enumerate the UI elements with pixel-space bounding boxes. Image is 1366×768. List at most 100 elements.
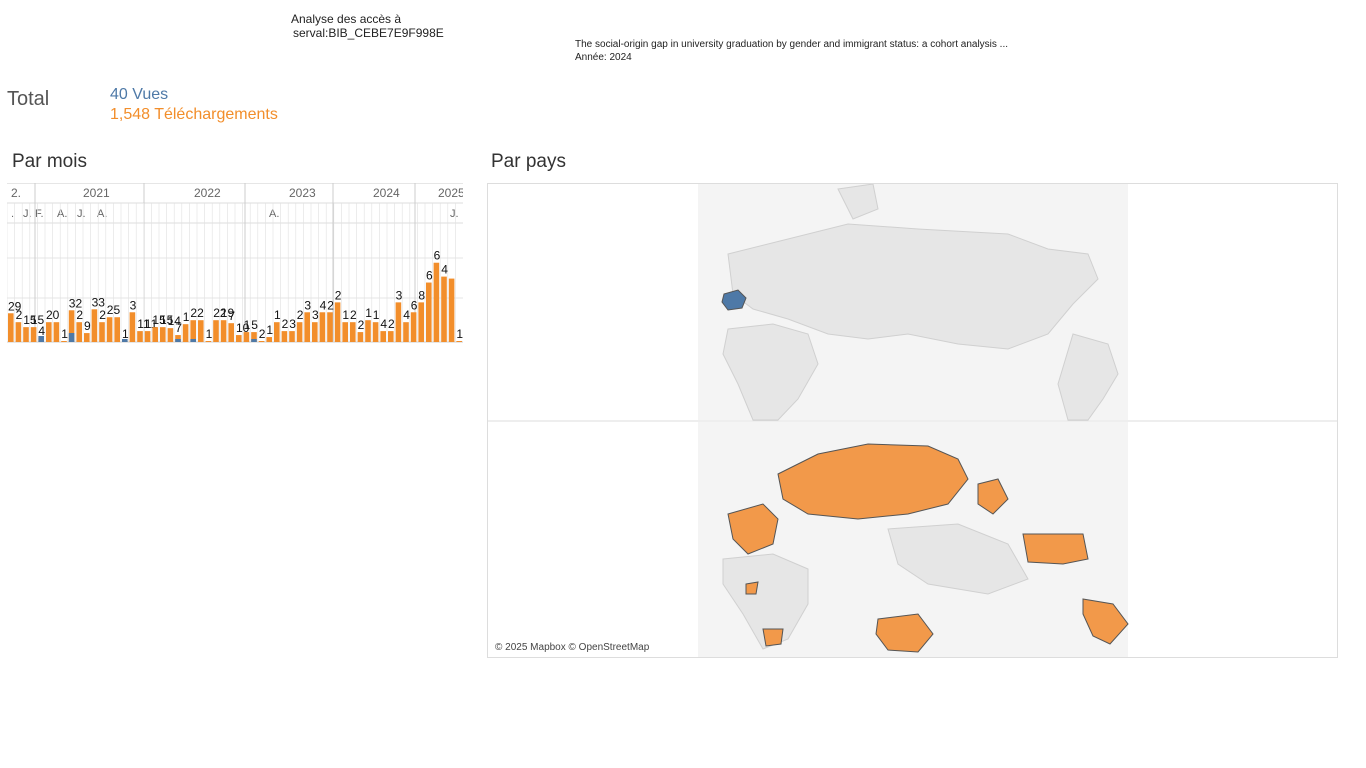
- bar-downloads[interactable]: [403, 322, 409, 342]
- section-title-by-month: Par mois: [12, 151, 87, 172]
- bar-data-label: 7: [228, 309, 235, 323]
- bar-downloads[interactable]: [220, 320, 227, 342]
- bar-data-label: 4: [320, 298, 327, 312]
- bar-downloads[interactable]: [23, 327, 29, 342]
- bar-downloads[interactable]: [266, 337, 272, 342]
- bar-data-label: 15: [31, 313, 45, 327]
- bar-downloads[interactable]: [144, 331, 151, 342]
- bar-downloads[interactable]: [61, 341, 67, 342]
- total-label: Total: [7, 88, 50, 110]
- bar-downloads[interactable]: [456, 341, 462, 342]
- bar-data-label: 2: [282, 317, 289, 331]
- bar-downloads[interactable]: [15, 322, 22, 342]
- bar-views[interactable]: [175, 339, 181, 342]
- bar-downloads[interactable]: [175, 335, 181, 342]
- bar-downloads[interactable]: [350, 322, 356, 342]
- bar-downloads[interactable]: [205, 341, 212, 342]
- bar-data-label: 1: [456, 327, 463, 341]
- bar-downloads[interactable]: [8, 313, 14, 342]
- bar-downloads[interactable]: [198, 320, 204, 342]
- bar-views[interactable]: [190, 339, 196, 342]
- bar-downloads[interactable]: [182, 324, 189, 342]
- bar-views[interactable]: [122, 339, 128, 342]
- bar-downloads[interactable]: [152, 327, 158, 342]
- bar-downloads[interactable]: [160, 327, 166, 342]
- monthly-bar-chart[interactable]: 2. 2021 2022 2023 2024 2025. J. F. A. J. A. A. J. 29 2…: [6, 182, 465, 345]
- country-map[interactable]: © 2025 Mapbox © OpenStreetMap: [487, 183, 1338, 658]
- bar-downloads[interactable]: [258, 341, 265, 342]
- bar-downloads[interactable]: [327, 312, 333, 342]
- bar-downloads[interactable]: [30, 327, 37, 342]
- bar-views[interactable]: [251, 339, 257, 342]
- bar-data-label: 1: [373, 308, 380, 322]
- bar-downloads[interactable]: [304, 312, 310, 342]
- bar-downloads[interactable]: [68, 310, 75, 342]
- bar-data-label: 4: [38, 324, 45, 338]
- bar-downloads[interactable]: [372, 322, 379, 342]
- bar-downloads[interactable]: [388, 331, 394, 342]
- bar-downloads[interactable]: [129, 312, 136, 342]
- month-label: J.: [77, 208, 86, 220]
- bar-data-label: 14: [168, 314, 182, 328]
- bar-downloads[interactable]: [380, 331, 386, 342]
- region-europe-downloads: [727, 503, 779, 555]
- bar-downloads[interactable]: [357, 332, 364, 342]
- world-map-svg: [488, 184, 1337, 657]
- bar-downloads[interactable]: [334, 302, 341, 342]
- month-label: A.: [269, 208, 279, 220]
- bar-data-label: 33: [92, 295, 106, 309]
- bar-downloads[interactable]: [243, 332, 250, 342]
- bar-data-label: 1: [183, 310, 190, 324]
- bar-downloads[interactable]: [251, 332, 257, 342]
- bar-downloads[interactable]: [137, 331, 143, 342]
- month-label: .: [11, 208, 14, 220]
- bar-downloads[interactable]: [365, 320, 371, 342]
- bar-downloads[interactable]: [167, 328, 174, 342]
- bar-downloads[interactable]: [46, 322, 52, 342]
- bar-data-label: 29: [8, 299, 22, 313]
- country-alaska-downloads: [977, 478, 1009, 515]
- country-russia-downloads: [777, 443, 969, 520]
- bar-downloads[interactable]: [410, 312, 417, 342]
- bar-downloads[interactable]: [274, 322, 280, 342]
- bar-downloads[interactable]: [84, 333, 90, 342]
- year-label: 2.: [11, 186, 21, 200]
- bar-views[interactable]: [38, 336, 44, 342]
- bar-downloads[interactable]: [433, 262, 440, 342]
- bar-downloads[interactable]: [289, 331, 295, 342]
- bar-downloads[interactable]: [53, 322, 60, 342]
- bar-downloads[interactable]: [395, 302, 402, 342]
- landmass-africa: [722, 323, 819, 421]
- publication-year: Année: 2024: [575, 52, 632, 63]
- bar-downloads[interactable]: [441, 276, 447, 342]
- bar-downloads[interactable]: [236, 335, 242, 342]
- month-label: J.: [23, 208, 32, 220]
- bar-downloads[interactable]: [99, 322, 105, 342]
- bar-downloads[interactable]: [281, 331, 288, 342]
- bar-downloads[interactable]: [319, 312, 326, 342]
- country-south-africa-downloads: [762, 628, 784, 647]
- bar-downloads[interactable]: [91, 309, 98, 342]
- bar-data-label: 5: [251, 318, 258, 332]
- bar-downloads[interactable]: [213, 320, 219, 342]
- bar-downloads[interactable]: [296, 322, 303, 342]
- bar-downloads[interactable]: [106, 317, 113, 342]
- bar-downloads[interactable]: [114, 317, 120, 342]
- bar-data-label: 4: [441, 263, 448, 277]
- publication-title: The social-origin gap in university grad…: [575, 38, 1008, 64]
- bar-downloads[interactable]: [76, 322, 82, 342]
- map-panel-views: [698, 184, 1128, 421]
- bar-data-label: 6: [434, 249, 441, 263]
- bar-data-label: 25: [107, 303, 121, 317]
- bar-data-label: 3: [312, 308, 319, 322]
- bar-downloads[interactable]: [448, 278, 455, 342]
- bar-data-label: 2: [76, 308, 83, 322]
- bar-downloads[interactable]: [312, 322, 318, 342]
- bar-downloads[interactable]: [228, 323, 234, 342]
- bar-data-label: 20: [46, 308, 60, 322]
- bar-downloads[interactable]: [190, 320, 196, 342]
- bar-downloads[interactable]: [342, 322, 348, 342]
- bar-views[interactable]: [68, 333, 75, 342]
- bar-downloads[interactable]: [418, 302, 424, 342]
- bar-downloads[interactable]: [426, 282, 432, 342]
